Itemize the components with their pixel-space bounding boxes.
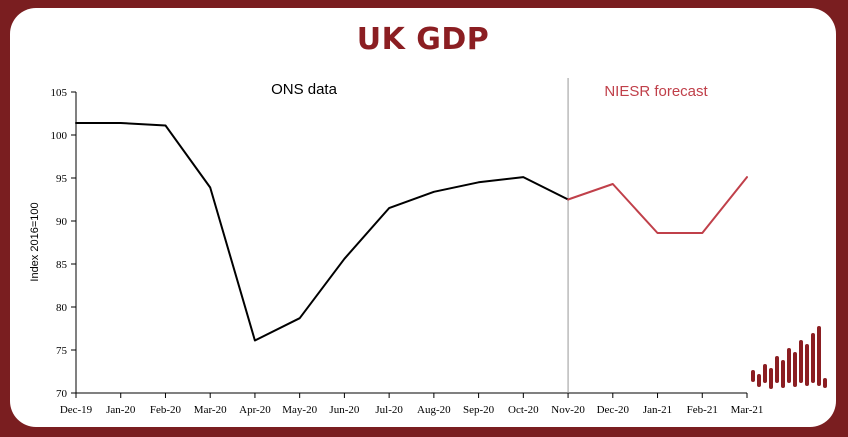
y-tick-label: 75 xyxy=(56,345,68,357)
y-tick-label: 80 xyxy=(56,302,68,314)
y-tick-label: 95 xyxy=(56,173,68,185)
ons-data-annotation: ONS data xyxy=(271,81,338,98)
y-tick-label: 70 xyxy=(56,388,68,400)
x-tick-label: Jun-20 xyxy=(329,404,359,416)
y-axis-title: Index 2016=100 xyxy=(29,202,41,281)
niesr-bar-logo-icon xyxy=(751,326,827,389)
x-tick-label: Nov-20 xyxy=(551,404,585,416)
niesr-forecast-annotation: NIESR forecast xyxy=(604,83,708,100)
series-group xyxy=(75,122,748,342)
x-tick-label: Jul-20 xyxy=(375,404,403,416)
x-tick-label: Apr-20 xyxy=(239,404,271,416)
x-tick-label: Oct-20 xyxy=(508,404,539,416)
chart-frame: UK GDP Index 2016=100 ONS data NIESR for… xyxy=(10,8,836,427)
y-tick-label: 85 xyxy=(56,259,68,271)
y-tick-label: 105 xyxy=(51,87,68,99)
x-axis-ticks: Dec-19 Jan-20 Feb-20 Mar-20 Apr-20 May-20 Jun-… xyxy=(60,393,764,416)
niesr-forecast-series-line xyxy=(567,176,748,234)
x-tick-label: Mar-21 xyxy=(731,404,764,416)
ons-data-series-line xyxy=(75,122,570,342)
chart-title: UK GDP xyxy=(356,22,490,57)
y-tick-label: 100 xyxy=(51,130,68,142)
x-tick-label: Jan-21 xyxy=(643,404,672,416)
x-tick-label: Feb-20 xyxy=(150,404,182,416)
uk-gdp-line-chart: Index 2016=100 ONS data NIESR forecast 7… xyxy=(29,78,827,416)
x-tick-label: Jan-20 xyxy=(106,404,136,416)
x-tick-label: Aug-20 xyxy=(417,404,451,416)
x-tick-label: May-20 xyxy=(282,404,317,416)
x-tick-label: Feb-21 xyxy=(687,404,718,416)
x-tick-label: Sep-20 xyxy=(463,404,495,416)
y-axis-ticks: 70 75 80 85 90 95 100 105 xyxy=(51,87,76,400)
y-tick-label: 90 xyxy=(56,216,68,228)
x-tick-label: Mar-20 xyxy=(194,404,227,416)
x-tick-label: Dec-19 xyxy=(60,404,93,416)
x-tick-label: Dec-20 xyxy=(597,404,630,416)
